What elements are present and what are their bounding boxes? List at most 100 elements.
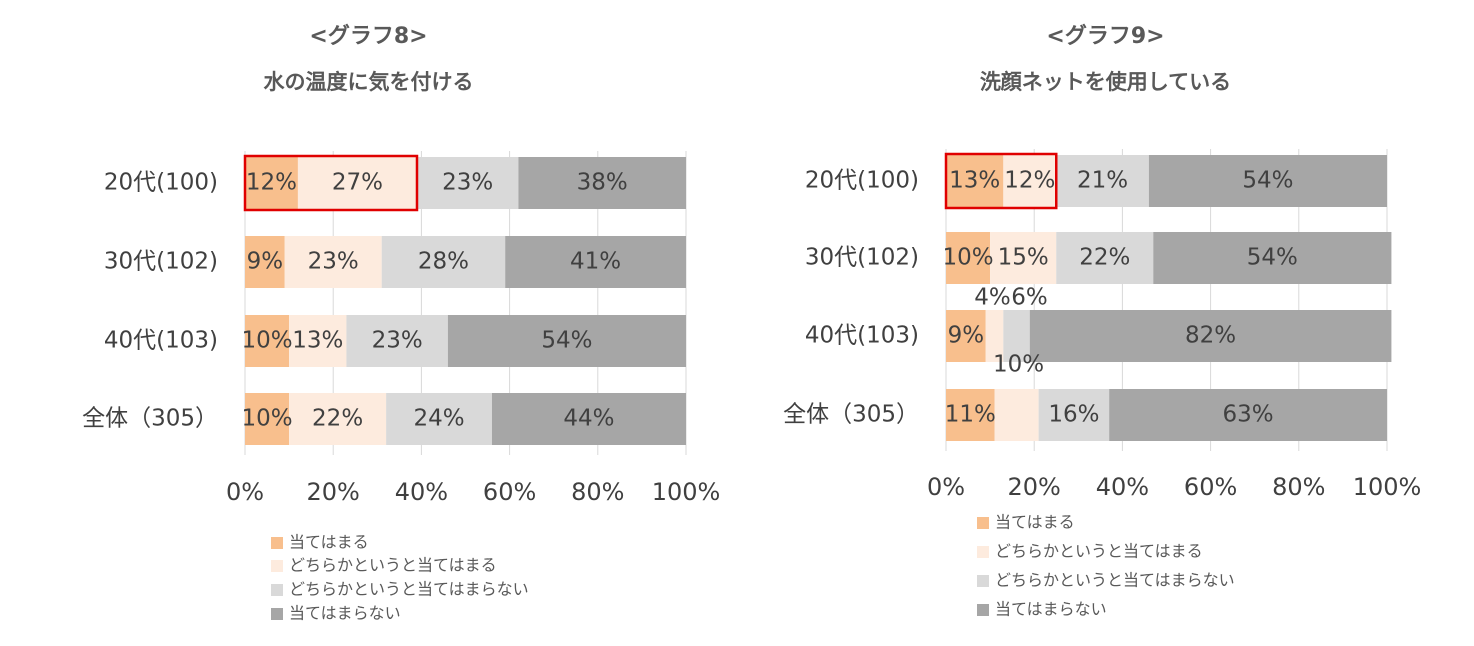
x-tick-label: 100%	[1353, 473, 1422, 501]
x-tick-label: 20%	[1008, 473, 1061, 501]
data-label: 21%	[1077, 168, 1128, 194]
data-label: 63%	[1223, 402, 1274, 428]
category-label: 30代(102)	[104, 249, 218, 275]
data-label: 10%	[993, 352, 1044, 378]
data-label: 22%	[1079, 245, 1130, 271]
bar-segment	[245, 315, 290, 367]
data-label: 9%	[948, 323, 985, 349]
x-tick-label: 100%	[652, 478, 721, 506]
data-label: 28%	[418, 249, 469, 275]
chart-title: <グラフ8>	[309, 24, 428, 49]
data-label: 41%	[570, 249, 621, 275]
data-label: 12%	[1004, 168, 1055, 194]
bar-segment	[386, 393, 492, 445]
bar-segment	[985, 310, 1004, 362]
chart-plot: 0% 20% 40% 60% 80% 100% 20代(100) 12% 27% 23% 38% 30…	[82, 151, 721, 623]
x-tick-label: 80%	[571, 478, 624, 506]
category-label: 20代(100)	[805, 168, 919, 194]
data-label: 10%	[942, 245, 993, 271]
data-label: 23%	[372, 328, 423, 354]
data-label: 23%	[442, 170, 493, 196]
bar-segment	[346, 315, 448, 367]
legend-swatch	[271, 608, 283, 620]
bar-segment	[284, 236, 382, 288]
data-label: 44%	[563, 406, 614, 432]
bar-segment	[946, 155, 1004, 207]
bar-segment	[289, 315, 347, 367]
data-label: 54%	[1242, 168, 1293, 194]
bar-segment	[946, 232, 991, 284]
highlight-box	[944, 152, 1058, 210]
data-label: 54%	[541, 328, 592, 354]
bar-segment	[245, 393, 290, 445]
data-label: 24%	[413, 406, 464, 432]
data-label: 23%	[308, 249, 359, 275]
data-label: 22%	[312, 406, 363, 432]
bar-segment	[1056, 232, 1154, 284]
x-tick-label: 80%	[1272, 473, 1325, 501]
data-label: 54%	[1247, 245, 1298, 271]
legend-swatch	[271, 560, 283, 572]
data-label: 6%	[1011, 285, 1048, 311]
legend-label: 当てはまらない	[289, 604, 401, 623]
bar-segment	[505, 236, 686, 288]
legend-swatch	[271, 584, 283, 596]
legend-label: 当てはまる	[995, 513, 1075, 532]
data-label: 11%	[945, 402, 996, 428]
legend-swatch	[977, 575, 989, 587]
legend-label: どちらかというと当てはまる	[995, 542, 1203, 561]
x-tick-label: 60%	[1184, 473, 1237, 501]
data-label: 10%	[241, 328, 292, 354]
category-label: 40代(103)	[104, 328, 218, 354]
data-label: 12%	[246, 170, 297, 196]
bar-segment	[518, 157, 686, 209]
chart-graph8: <グラフ8> 水の温度に気を付ける 0% 20% 40% 60% 80% 100% 20代(…	[82, 24, 721, 623]
x-tick-label: 40%	[395, 478, 448, 506]
x-tick-label: 20%	[307, 478, 360, 506]
bar-segment	[416, 157, 519, 209]
data-label: 15%	[998, 245, 1049, 271]
data-label: 82%	[1185, 323, 1236, 349]
category-label: 30代(102)	[805, 245, 919, 271]
bar-segment	[946, 310, 986, 362]
category-label: 全体（305）	[82, 406, 218, 432]
legend-swatch	[977, 546, 989, 558]
legend-label: どちらかというと当てはまらない	[289, 580, 529, 599]
chart-graph9: <グラフ9> 洗顔ネットを使用している 0% 20% 40% 60% 80% 100% 20…	[737, 0, 1474, 646]
bar-segment	[1003, 155, 1057, 207]
category-label: 20代(100)	[104, 170, 218, 196]
legend-label: どちらかというと当てはまる	[289, 556, 497, 575]
category-label: 40代(103)	[805, 323, 919, 349]
legend-swatch	[977, 517, 989, 529]
bar-segment	[1038, 389, 1110, 441]
legend-swatch	[271, 537, 283, 549]
legend-label: 当てはまらない	[995, 600, 1107, 619]
category-label: 全体（305）	[783, 402, 919, 428]
bar-segment	[447, 315, 686, 367]
legend-label: 当てはまる	[289, 533, 369, 552]
bar-segment	[1029, 310, 1392, 362]
bar-segment	[994, 389, 1039, 441]
data-label: 10%	[241, 406, 292, 432]
data-label: 4%	[974, 285, 1011, 311]
bar-segment	[1148, 155, 1387, 207]
x-tick-label: 0%	[927, 473, 965, 501]
bar-segment	[1153, 232, 1392, 284]
data-label: 38%	[577, 170, 628, 196]
chart-subtitle: 洗顔ネットを使用している	[979, 70, 1232, 94]
chart-subtitle: 水の温度に気を付ける	[263, 70, 474, 94]
chart-plot: 0% 20% 40% 60% 80% 100% 20代(100) 13% 12% 21% 54% 30…	[783, 149, 1422, 619]
data-label: 13%	[949, 168, 1000, 194]
bar-segment	[1109, 389, 1387, 441]
data-label: 27%	[332, 170, 383, 196]
bar-segment	[245, 236, 285, 288]
bar-segment	[1003, 310, 1030, 362]
bar-segment	[297, 157, 417, 209]
x-tick-label: 0%	[226, 478, 264, 506]
bar-segment	[381, 236, 506, 288]
legend-swatch	[977, 604, 989, 616]
bar-segment	[289, 393, 387, 445]
chart-title: <グラフ9>	[1046, 24, 1165, 49]
data-label: 13%	[292, 328, 343, 354]
x-tick-label: 40%	[1096, 473, 1149, 501]
